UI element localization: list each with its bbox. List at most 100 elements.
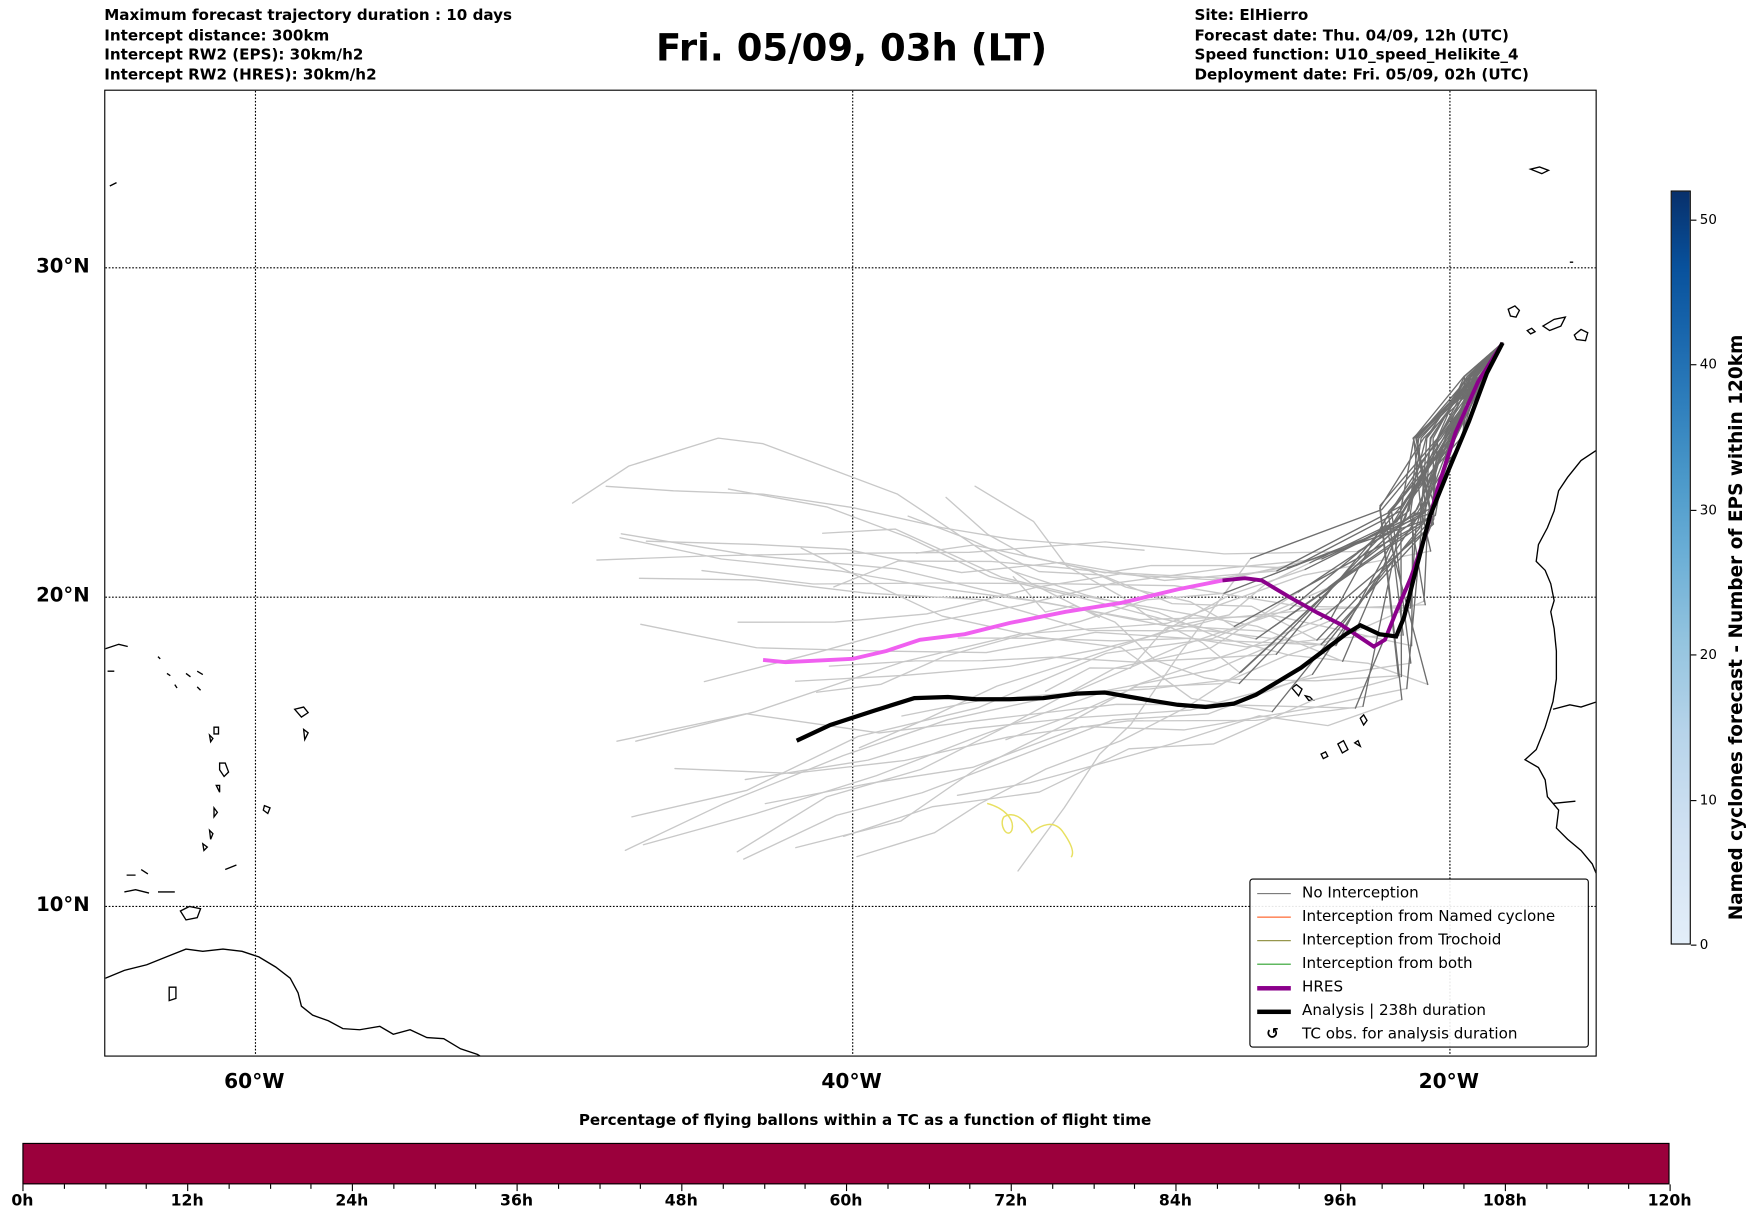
eps-trajectory-late bbox=[701, 569, 1412, 609]
time-bar-minor-tick bbox=[104, 1184, 106, 1189]
eps-trajectory-early bbox=[1413, 342, 1504, 552]
time-bar-tick-label: 96h bbox=[1323, 1192, 1357, 1211]
time-bar-minor-tick bbox=[393, 1184, 395, 1189]
coastlines bbox=[105, 166, 1596, 1056]
time-bar-minor-tick bbox=[1422, 1184, 1424, 1189]
eps-trajectory-late bbox=[744, 662, 1412, 781]
eps-trajectory-late bbox=[631, 587, 1329, 818]
eps-trajectory-late bbox=[642, 620, 1331, 846]
time-bar-tick bbox=[845, 1184, 848, 1192]
time-bar-minor-tick bbox=[1463, 1184, 1465, 1189]
eps-trajectory-late bbox=[727, 488, 1257, 640]
colorbar-tick bbox=[1690, 364, 1697, 366]
canary-island bbox=[1507, 305, 1521, 318]
south-america-coast bbox=[105, 948, 481, 1056]
legend-item-tc-obs: ↺ TC obs. for analysis duration bbox=[1250, 1023, 1586, 1047]
caribbean-islands bbox=[124, 888, 177, 1002]
colorbar-title: Named cyclones forecast - Number of EPS … bbox=[1725, 334, 1747, 921]
lon-label-40w: 40°W bbox=[821, 1070, 882, 1094]
eps-trajectory-late bbox=[795, 618, 1322, 849]
time-bar-tick-label: 60h bbox=[829, 1192, 863, 1211]
colorbar-tick bbox=[1690, 219, 1697, 221]
time-bar-minor-tick bbox=[804, 1184, 806, 1189]
time-bar-tick-label: 24h bbox=[335, 1192, 369, 1211]
eps-trajectory-late bbox=[645, 540, 1278, 582]
gray-line-icon bbox=[1257, 893, 1291, 895]
time-bar-minor-tick bbox=[598, 1184, 601, 1189]
time-bar-minor-tick bbox=[1093, 1184, 1095, 1189]
eps-trajectory-late bbox=[1011, 570, 1429, 686]
time-bar-minor-tick bbox=[1134, 1184, 1136, 1189]
info-line: Intercept RW2 (HRES): 30km/h2 bbox=[104, 65, 377, 84]
trinidad-island bbox=[179, 905, 202, 921]
legend-label: Interception from both bbox=[1302, 954, 1473, 973]
legend-item-both: Interception from both bbox=[1250, 952, 1586, 976]
time-bar-minor-tick bbox=[63, 1184, 65, 1189]
cape-verde-island bbox=[1359, 713, 1368, 727]
header-right-info: Site: ElHierro Forecast date: Thu. 04/09… bbox=[1194, 7, 1529, 85]
trajectory-map bbox=[104, 89, 1597, 1057]
canary-island bbox=[1526, 327, 1537, 335]
eps-trajectory-late bbox=[828, 653, 1277, 667]
time-bar-tick bbox=[1504, 1184, 1506, 1192]
time-bar-tick bbox=[1175, 1184, 1177, 1192]
legend-label: Interception from Trochoid bbox=[1302, 931, 1502, 950]
eps-trajectory-late bbox=[616, 703, 1357, 742]
lon-label-20w: 20°W bbox=[1418, 1070, 1480, 1094]
eps-trajectory-late bbox=[596, 541, 1359, 561]
time-bar-tick-label: 72h bbox=[994, 1192, 1028, 1211]
eps-trajectory-late bbox=[907, 515, 1318, 641]
eps-trajectory-early bbox=[1320, 342, 1504, 620]
cyclone-count-colorbar bbox=[1670, 190, 1691, 945]
time-bar-minor-tick bbox=[1381, 1184, 1383, 1189]
cape-verde-island bbox=[1320, 750, 1329, 760]
time-bar-tick-label: 120h bbox=[1647, 1192, 1692, 1211]
time-bar-minor-tick bbox=[269, 1184, 271, 1189]
cape-verde-island bbox=[1290, 683, 1303, 698]
time-bar-tick bbox=[22, 1184, 24, 1192]
colorbar-tick-label: 20 bbox=[1699, 646, 1717, 663]
olive-line-icon bbox=[1257, 940, 1291, 942]
time-bar-minor-tick bbox=[1587, 1184, 1589, 1189]
hres-track-early bbox=[762, 578, 1223, 665]
lon-label-60w: 60°W bbox=[224, 1070, 285, 1094]
legend-label: No Interception bbox=[1302, 884, 1419, 903]
orange-line-icon bbox=[1257, 916, 1291, 918]
eps-trajectory-late bbox=[703, 558, 1323, 683]
lat-label-30n: 30°N bbox=[36, 255, 90, 278]
colorbar-tick-label: 40 bbox=[1699, 356, 1717, 373]
eps-trajectory-late bbox=[624, 608, 1291, 852]
eps-trajectory-early bbox=[1410, 342, 1504, 647]
info-line: Forecast date: Thu. 04/09, 12h (UTC) bbox=[1194, 26, 1509, 45]
info-line: Intercept distance: 300km bbox=[104, 26, 330, 45]
info-line: Intercept RW2 (EPS): 30km/h2 bbox=[104, 45, 364, 64]
tc-obs-track bbox=[986, 802, 1074, 858]
eps-trajectory-late bbox=[833, 560, 1298, 588]
map-legend: No Interception Interception from Named … bbox=[1249, 878, 1589, 1048]
map-canvas bbox=[105, 90, 1596, 1056]
time-bar-tick bbox=[1669, 1184, 1671, 1192]
colorbar-tick bbox=[1690, 654, 1697, 656]
info-line: Speed function: U10_speed_Helikite_4 bbox=[1194, 45, 1519, 64]
time-bar-minor-tick bbox=[763, 1184, 765, 1189]
legend-item-no-interception: No Interception bbox=[1250, 882, 1586, 906]
time-bar-minor-tick bbox=[557, 1184, 559, 1189]
time-bar-minor-tick bbox=[1628, 1184, 1630, 1189]
tc-percentage-time-bar bbox=[22, 1142, 1670, 1185]
eps-trajectory-late bbox=[945, 496, 1236, 628]
colorbar-tick bbox=[1690, 509, 1697, 511]
senegal-coast bbox=[1552, 701, 1596, 710]
time-bar-minor-tick bbox=[145, 1184, 148, 1189]
legend-label: Interception from Named cyclone bbox=[1302, 907, 1556, 926]
page-title: Fri. 05/09, 03h (LT) bbox=[655, 25, 1048, 70]
cyclone-symbol-icon: ↺ bbox=[1266, 1025, 1279, 1044]
canary-island bbox=[1541, 316, 1567, 332]
colorbar-tick-label: 30 bbox=[1699, 501, 1717, 518]
eps-trajectory-late bbox=[974, 485, 1241, 674]
time-bar-minor-tick bbox=[640, 1184, 642, 1189]
colorbar-tick-label: 0 bbox=[1699, 936, 1709, 953]
hres-track bbox=[1222, 341, 1505, 649]
time-bar-minor-tick bbox=[887, 1184, 889, 1189]
madeira-island bbox=[1528, 166, 1551, 175]
time-bar-minor-tick bbox=[1298, 1184, 1301, 1189]
